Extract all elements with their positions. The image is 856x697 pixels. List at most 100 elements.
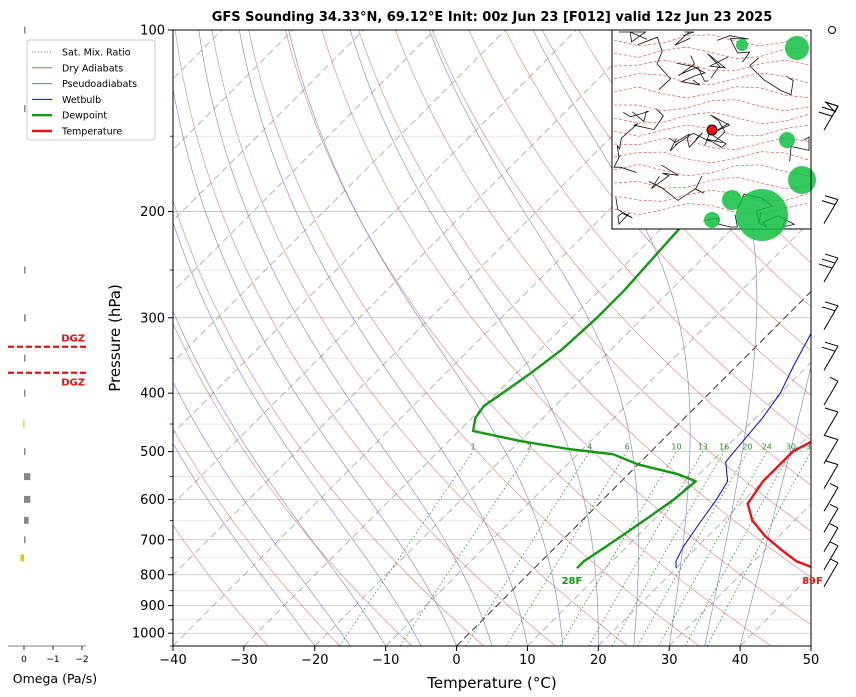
mixing-ratio-label: 2 xyxy=(527,443,532,452)
omega-bar xyxy=(24,389,26,397)
isotherm xyxy=(173,30,506,363)
pseudoadiabat xyxy=(239,30,528,646)
isotherm xyxy=(314,149,811,646)
barb-staff xyxy=(823,464,839,489)
mixing-ratio-line xyxy=(338,451,474,646)
omega-bar xyxy=(20,554,24,562)
pseudoadiabat xyxy=(739,364,811,646)
x-tick-label: 50 xyxy=(803,653,820,668)
pseudoadiabat xyxy=(173,310,386,646)
wind-barb xyxy=(818,101,839,131)
mixing-ratio-label: 24 xyxy=(762,443,772,452)
mixing-ratio-label: 36 xyxy=(806,443,816,452)
wind-barb xyxy=(823,435,839,464)
omega-bar xyxy=(23,420,25,428)
pseudoadiabat xyxy=(428,30,639,646)
map-contour xyxy=(613,111,810,125)
map-border xyxy=(749,57,794,96)
barb-flag xyxy=(821,346,836,352)
map-border xyxy=(648,175,705,201)
legend: Sat. Mix. Ratio Dry Adiabats Pseudoadiabat… xyxy=(26,39,156,141)
map-border xyxy=(676,62,707,86)
mixing-ratio-line xyxy=(559,451,677,646)
barb-staff xyxy=(823,545,839,571)
wind-barb xyxy=(823,376,839,406)
barb-staff xyxy=(823,345,839,371)
map-contour xyxy=(613,34,810,47)
dry-adiabat xyxy=(173,322,413,646)
barb-flag xyxy=(821,306,836,312)
map-border xyxy=(717,35,751,63)
x-tick-label: −40 xyxy=(159,653,186,668)
barb-flag xyxy=(821,200,836,206)
x-tick-label: 0 xyxy=(452,653,460,668)
x-tick-label: 30 xyxy=(661,653,678,668)
omega-bar xyxy=(24,105,26,113)
dry-adiabat xyxy=(541,30,811,352)
map-border xyxy=(637,36,672,90)
barb-staff xyxy=(823,527,839,553)
axes: −40 −30 −20 −10 0 10 20 30 40 50 100 200 300 400 500 60… xyxy=(132,24,819,669)
y-tick-label: 1000 xyxy=(132,627,165,642)
mixing-ratio-label: 1 xyxy=(470,443,475,452)
y-tick-label: 200 xyxy=(140,205,165,220)
map-border xyxy=(618,31,648,43)
dry-adiabat xyxy=(321,30,811,625)
series-wetbulb xyxy=(675,331,811,569)
mixing-ratio-line xyxy=(465,451,591,646)
x-tick-label: −30 xyxy=(230,653,257,668)
barb-flag xyxy=(824,407,839,413)
y-tick-label: 100 xyxy=(140,24,165,39)
dgz-label: DGZ xyxy=(61,378,85,389)
wind-barbs xyxy=(818,26,839,588)
dry-adiabat xyxy=(173,428,341,646)
barb-flag xyxy=(824,341,839,347)
legend-label: Dry Adiabats xyxy=(62,63,123,74)
wind-barb xyxy=(823,503,839,533)
isotherm xyxy=(527,361,811,646)
location-marker xyxy=(706,124,718,136)
y-tick-label: 300 xyxy=(140,311,165,326)
map-contour xyxy=(613,86,810,99)
precip-area xyxy=(722,190,742,210)
precip-area xyxy=(736,39,748,51)
precip-area xyxy=(736,189,788,241)
dry-adiabat xyxy=(285,30,772,646)
dry-adiabat xyxy=(395,30,811,532)
map-border xyxy=(619,108,664,150)
omega-bar xyxy=(24,536,26,544)
y-tick-label: 500 xyxy=(140,445,165,460)
legend-box xyxy=(26,39,156,141)
map-border xyxy=(707,53,729,79)
dry-adiabat xyxy=(173,199,484,646)
barb-flag xyxy=(829,482,839,488)
map-contour xyxy=(613,46,810,59)
pseudoadiabat xyxy=(671,30,758,646)
isotherm xyxy=(173,30,648,505)
plot-frame xyxy=(172,29,812,647)
mixing-ratio-line xyxy=(506,451,628,646)
wind-barb xyxy=(821,195,839,224)
omega-tick-label: 0 xyxy=(21,655,27,665)
map-contour xyxy=(613,151,810,164)
barb-flag xyxy=(824,435,839,441)
annotations: 89F 28F xyxy=(562,576,823,587)
mixing-ratio-line xyxy=(399,451,530,646)
y-tick-label: 600 xyxy=(140,493,165,508)
barb-flag xyxy=(821,258,836,264)
isotherm xyxy=(173,30,719,576)
map-border xyxy=(651,164,679,189)
mixing-ratio-line xyxy=(611,451,725,646)
wind-barb xyxy=(823,541,839,571)
omega-bar xyxy=(24,26,26,34)
omega-bar xyxy=(24,266,26,274)
dry-adiabat xyxy=(578,30,811,308)
isotherm xyxy=(598,432,811,646)
map-border xyxy=(669,132,703,149)
background-lines: 1 2 4 6 10 13 16 20 24 30 36 xyxy=(173,30,816,646)
isotherm xyxy=(243,78,811,646)
map-border xyxy=(615,197,633,225)
legend-label: Pseudoadiabats xyxy=(62,79,137,90)
wind-barb xyxy=(821,341,839,371)
x-tick-label: 40 xyxy=(732,653,749,668)
